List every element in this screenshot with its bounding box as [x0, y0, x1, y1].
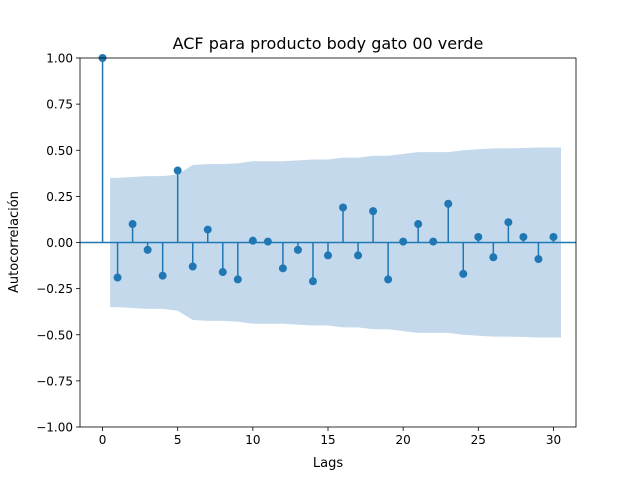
chart-title: ACF para producto body gato 00 verde [173, 34, 484, 53]
acf-marker-lag-6 [188, 262, 197, 271]
acf-marker-lag-9 [233, 275, 242, 284]
x-tick-label: 25 [471, 433, 486, 447]
y-tick-label: 0.50 [46, 144, 73, 158]
acf-marker-lag-25 [474, 232, 483, 241]
acf-marker-lag-12 [278, 264, 287, 273]
acf-marker-lag-30 [549, 232, 558, 241]
acf-marker-lag-22 [429, 237, 438, 246]
acf-marker-lag-3 [143, 245, 152, 254]
x-axis-ticks: 0 5 10 15 20 25 30 [99, 427, 561, 447]
acf-marker-lag-21 [414, 220, 423, 229]
acf-marker-lag-20 [399, 237, 408, 246]
y-tick-label: −1.00 [36, 421, 73, 435]
acf-marker-lag-11 [263, 237, 272, 246]
markers-layer [98, 54, 558, 286]
acf-marker-lag-26 [489, 253, 498, 262]
acf-marker-lag-18 [369, 207, 378, 216]
x-tick-label: 0 [99, 433, 107, 447]
acf-marker-lag-7 [203, 225, 212, 234]
acf-marker-lag-23 [444, 199, 453, 208]
acf-marker-lag-14 [308, 277, 317, 286]
y-tick-label: 0.25 [46, 190, 73, 204]
acf-marker-lag-5 [173, 166, 182, 175]
y-axis-label: Autocorrelación [7, 191, 22, 293]
y-axis-ticks: −1.00 −0.75 −0.50 −0.25 0.00 0.25 0.50 0.75 1.00 [36, 52, 80, 435]
acf-marker-lag-10 [248, 236, 257, 245]
acf-marker-lag-27 [504, 218, 513, 227]
acf-marker-lag-16 [339, 203, 348, 212]
y-tick-label: 0.00 [46, 236, 73, 250]
acf-marker-lag-1 [113, 273, 122, 282]
y-tick-label: −0.75 [36, 374, 73, 388]
x-tick-label: 5 [174, 433, 182, 447]
acf-marker-lag-29 [534, 255, 543, 264]
x-tick-label: 15 [320, 433, 335, 447]
y-tick-label: 1.00 [46, 52, 73, 66]
x-axis-label: Lags [313, 456, 343, 471]
acf-marker-lag-28 [519, 232, 528, 241]
x-tick-label: 10 [245, 433, 260, 447]
acf-marker-lag-17 [354, 251, 363, 260]
y-tick-label: −0.25 [36, 282, 73, 296]
acf-marker-lag-4 [158, 271, 167, 280]
acf-marker-lag-8 [218, 268, 227, 277]
acf-marker-lag-13 [293, 245, 302, 254]
acf-marker-lag-24 [459, 269, 468, 278]
x-tick-label: 30 [546, 433, 561, 447]
y-tick-label: 0.75 [46, 98, 73, 112]
acf-marker-lag-19 [384, 275, 393, 284]
acf-marker-lag-15 [324, 251, 332, 260]
acf-marker-lag-2 [128, 220, 137, 229]
x-tick-label: 20 [396, 433, 411, 447]
y-tick-label: −0.50 [36, 328, 73, 342]
